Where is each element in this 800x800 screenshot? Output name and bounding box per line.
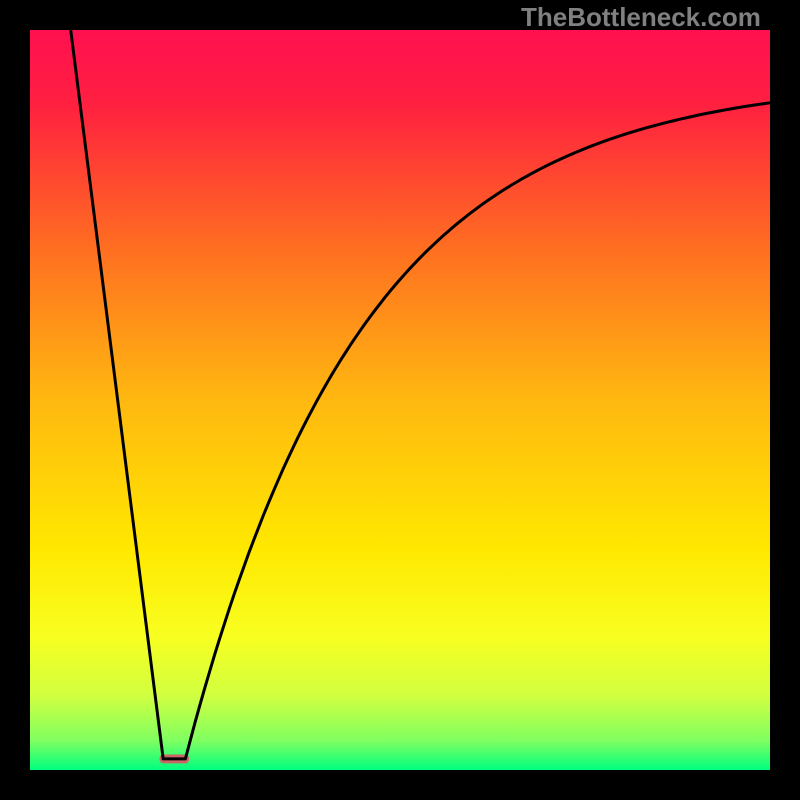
chart-background-gradient: [30, 30, 770, 770]
watermark-text: TheBottleneck.com: [521, 2, 761, 33]
bottleneck-chart: [0, 0, 800, 800]
